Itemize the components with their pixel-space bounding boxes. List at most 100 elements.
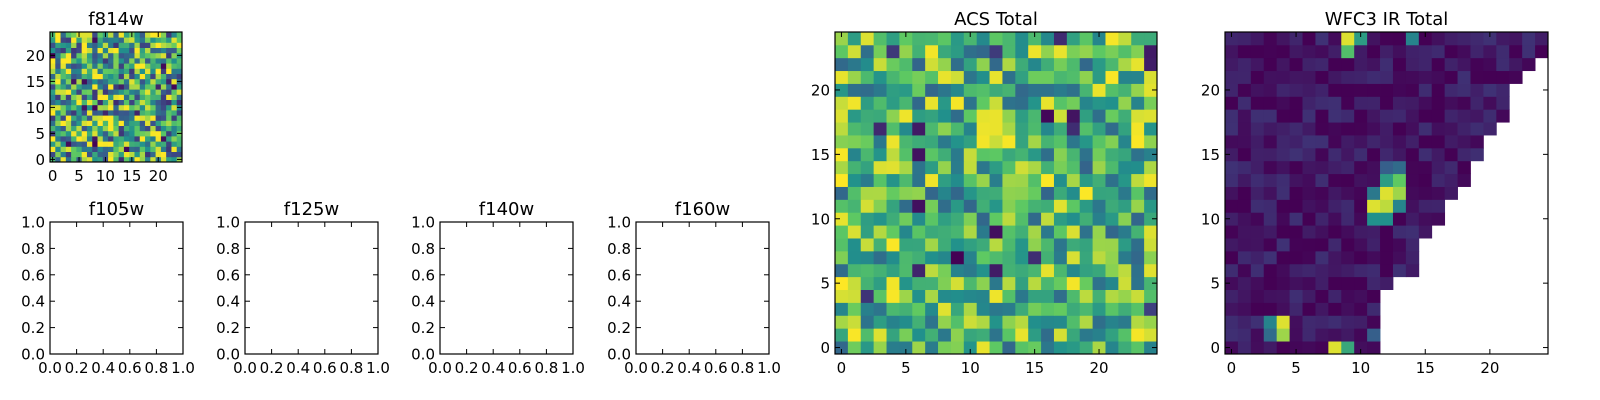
- heatmap-cell: [1276, 57, 1290, 72]
- heatmap-cell: [123, 115, 130, 121]
- heatmap-cell: [160, 42, 167, 48]
- heatmap-cell: [1380, 186, 1394, 200]
- heatmap-cell: [1341, 83, 1355, 97]
- heatmap-cell: [1002, 276, 1016, 290]
- heatmap-cell: [1276, 199, 1290, 213]
- heatmap-cell: [1053, 328, 1068, 342]
- heatmap-cell: [1092, 315, 1106, 329]
- heatmap-cell: [950, 32, 965, 46]
- heatmap-cell: [139, 78, 146, 85]
- heatmap-cell: [1105, 341, 1119, 355]
- heatmap-cell: [71, 151, 77, 158]
- heatmap-cell: [886, 186, 900, 200]
- heatmap-cell: [1483, 70, 1497, 84]
- heatmap-cell: [1431, 32, 1446, 46]
- heatmap-cell: [1225, 250, 1239, 265]
- y-tick-label: 0.6: [21, 266, 45, 284]
- heatmap-cell: [81, 52, 88, 59]
- heatmap-cell: [938, 83, 952, 97]
- heatmap-cell: [134, 125, 141, 132]
- heatmap-cell: [1405, 250, 1420, 265]
- heatmap-cell: [950, 173, 965, 187]
- heatmap-cell: [92, 58, 98, 64]
- y-tick-label: 5: [35, 125, 45, 143]
- heatmap-cell: [50, 151, 56, 158]
- heatmap-cell: [81, 89, 88, 95]
- heatmap-cell: [1354, 341, 1368, 355]
- heatmap-cell: [150, 99, 156, 106]
- heatmap-cell: [835, 341, 849, 355]
- heatmap-cell: [1354, 199, 1368, 213]
- heatmap-cell: [129, 99, 135, 106]
- heatmap-cell: [1079, 160, 1093, 175]
- heatmap-cell: [1431, 57, 1446, 72]
- heatmap-cell: [166, 146, 172, 152]
- heatmap-cell: [160, 104, 167, 111]
- heatmap-cell: [71, 52, 77, 59]
- heatmap-cell: [166, 151, 172, 158]
- heatmap-cell: [1302, 341, 1316, 355]
- heatmap-cell: [171, 52, 178, 59]
- heatmap-cell: [912, 32, 926, 46]
- y-tick-label: 0.4: [607, 293, 631, 311]
- heatmap-cell: [1405, 32, 1420, 46]
- heatmap-cell: [55, 73, 61, 80]
- heatmap-cell: [113, 84, 120, 90]
- heatmap-cell: [139, 52, 146, 59]
- heatmap-cell: [55, 42, 61, 48]
- heatmap-cell: [847, 276, 862, 290]
- heatmap-cell: [1367, 276, 1381, 290]
- heatmap-cell: [1053, 44, 1068, 59]
- heatmap-cell: [71, 94, 77, 100]
- heatmap-cell: [1328, 160, 1342, 175]
- heatmap-cell: [1002, 250, 1016, 265]
- heatmap-cell: [1250, 70, 1265, 84]
- heatmap-cell: [1105, 83, 1119, 97]
- heatmap-cell: [1105, 173, 1119, 187]
- heatmap-cell: [835, 276, 849, 290]
- heatmap-cell: [912, 302, 926, 316]
- y-tick-label: 5: [1210, 275, 1220, 293]
- heatmap-cell: [963, 160, 978, 175]
- heatmap-cell: [1328, 250, 1342, 265]
- heatmap-cell: [1002, 225, 1016, 239]
- heatmap-cell: [835, 109, 849, 123]
- heatmap-cell: [1263, 328, 1278, 342]
- heatmap-cell: [1276, 302, 1290, 316]
- heatmap-cell: [1367, 122, 1381, 136]
- heatmap-cell: [1341, 250, 1355, 265]
- heatmap-cell: [976, 276, 990, 290]
- heatmap-cell: [118, 63, 125, 69]
- heatmap-cell: [860, 70, 875, 84]
- heatmap-cell: [873, 302, 887, 316]
- heatmap-cell: [1315, 238, 1329, 252]
- heatmap-cell: [1144, 250, 1158, 265]
- heatmap-cell: [129, 141, 135, 147]
- heatmap-cell: [65, 141, 72, 147]
- heatmap-cell: [886, 328, 900, 342]
- heatmap-cell: [65, 136, 72, 142]
- heatmap-cell: [123, 58, 130, 64]
- heatmap-cell: [1289, 57, 1303, 72]
- heatmap-cell: [171, 42, 178, 48]
- heatmap-cell: [81, 63, 88, 69]
- heatmap-cell: [92, 136, 98, 142]
- heatmap-cell: [60, 73, 67, 80]
- heatmap-cell: [860, 83, 875, 97]
- heatmap-cell: [1276, 263, 1290, 278]
- heatmap-cell: [60, 104, 67, 111]
- heatmap-cell: [1144, 160, 1158, 175]
- heatmap-cell: [86, 130, 93, 137]
- heatmap-cell: [155, 47, 162, 54]
- heatmap-cell: [1250, 122, 1265, 136]
- heatmap-cell: [1118, 44, 1132, 59]
- heatmap-cell: [1015, 328, 1029, 342]
- heatmap-cell: [102, 141, 109, 147]
- heatmap-cell: [886, 135, 900, 149]
- heatmap-cell: [1144, 263, 1158, 278]
- heatmap-cell: [1405, 160, 1420, 175]
- heatmap-cell: [108, 120, 114, 126]
- x-tick-label: 10: [961, 359, 980, 377]
- heatmap-cell: [1302, 160, 1316, 175]
- heatmap-cell: [1341, 302, 1355, 316]
